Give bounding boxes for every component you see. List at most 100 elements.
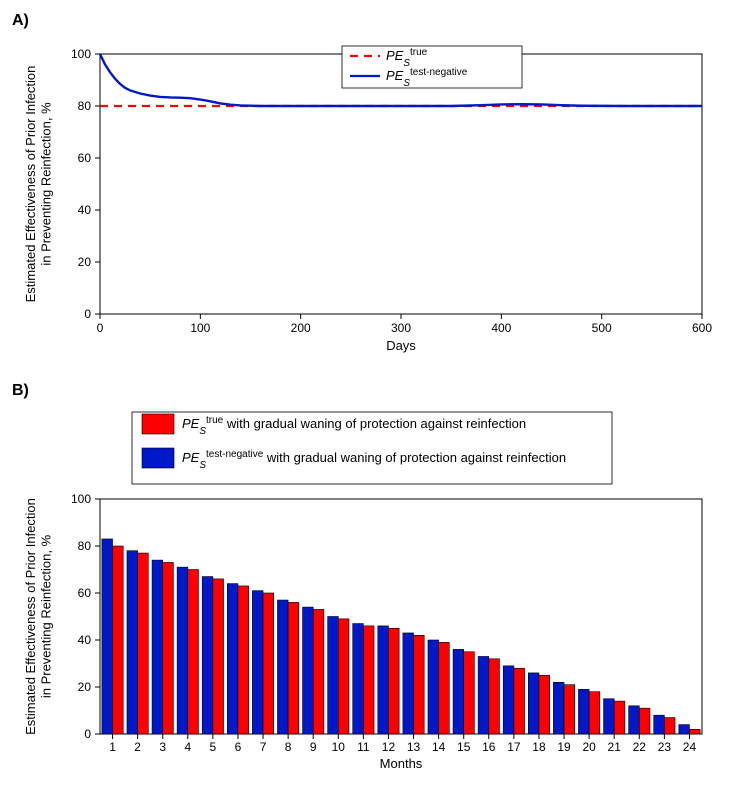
bar-red <box>388 628 399 734</box>
svg-text:40: 40 <box>78 203 92 217</box>
bar-blue <box>553 682 564 734</box>
svg-text:21: 21 <box>608 740 622 754</box>
bar-blue <box>177 567 188 734</box>
bar-red <box>639 708 650 734</box>
bar-red <box>163 562 174 734</box>
svg-text:Estimated Effectiveness of Pri: Estimated Effectiveness of Prior Infecti… <box>23 498 54 735</box>
bar-blue <box>453 649 464 734</box>
bar-blue <box>328 617 339 735</box>
svg-text:22: 22 <box>633 740 647 754</box>
bar-blue <box>503 666 514 734</box>
bar-red <box>539 675 550 734</box>
svg-text:80: 80 <box>78 99 92 113</box>
bar-blue <box>152 560 163 734</box>
panel-a-label: A) <box>12 12 722 30</box>
svg-text:80: 80 <box>78 539 92 553</box>
svg-text:8: 8 <box>285 740 292 754</box>
bar-red <box>313 609 324 734</box>
svg-text:18: 18 <box>532 740 546 754</box>
svg-text:11: 11 <box>357 740 370 754</box>
svg-text:4: 4 <box>184 740 191 754</box>
svg-text:2: 2 <box>134 740 141 754</box>
svg-text:3: 3 <box>159 740 166 754</box>
panel-b-label: B) <box>12 382 722 400</box>
svg-text:0: 0 <box>97 321 104 335</box>
svg-text:19: 19 <box>557 740 571 754</box>
bar-blue <box>578 689 589 734</box>
svg-text:17: 17 <box>507 740 521 754</box>
panel-b: B) 0 20 40 60 80 100 Estimated Effectiveness o… <box>12 382 722 774</box>
svg-text:100: 100 <box>190 321 210 335</box>
bar-blue <box>127 551 138 734</box>
svg-text:300: 300 <box>391 321 411 335</box>
svg-text:1: 1 <box>109 740 116 754</box>
svg-text:0: 0 <box>84 727 91 741</box>
panel-b-chart: 0 20 40 60 80 100 Estimated Effectiveness of P… <box>12 404 712 774</box>
svg-text:16: 16 <box>482 740 496 754</box>
bar-red <box>288 602 299 734</box>
bar-red <box>589 692 600 734</box>
svg-text:100: 100 <box>71 47 91 61</box>
bar-red <box>138 553 149 734</box>
bar-red <box>614 701 625 734</box>
svg-text:20: 20 <box>582 740 596 754</box>
bar-blue <box>303 607 314 734</box>
svg-text:5: 5 <box>210 740 217 754</box>
bar-red <box>464 652 475 734</box>
svg-text:24: 24 <box>683 740 697 754</box>
bar-blue <box>252 591 263 734</box>
bar-red <box>363 626 374 734</box>
bar-red <box>564 685 575 734</box>
svg-text:13: 13 <box>407 740 421 754</box>
svg-text:12: 12 <box>382 740 396 754</box>
svg-text:20: 20 <box>78 680 92 694</box>
svg-text:10: 10 <box>332 740 346 754</box>
svg-text:40: 40 <box>78 633 92 647</box>
bar-blue <box>277 600 288 734</box>
bar-red <box>113 546 124 734</box>
bar-red <box>664 718 675 734</box>
svg-text:60: 60 <box>78 151 92 165</box>
svg-text:Estimated Effectiveness of Pri: Estimated Effectiveness of Prior Infecti… <box>23 66 54 303</box>
svg-text:100: 100 <box>71 492 91 506</box>
svg-text:60: 60 <box>78 586 92 600</box>
svg-text:400: 400 <box>491 321 511 335</box>
bar-blue <box>654 715 665 734</box>
svg-text:15: 15 <box>457 740 471 754</box>
bar-red <box>439 642 450 734</box>
bar-blue <box>102 539 113 734</box>
svg-text:500: 500 <box>592 321 612 335</box>
bar-blue <box>227 584 238 734</box>
svg-text:6: 6 <box>235 740 242 754</box>
bar-red <box>338 619 349 734</box>
bar-blue <box>378 626 389 734</box>
bar-blue <box>629 706 640 734</box>
svg-text:600: 600 <box>692 321 712 335</box>
bar-red <box>514 668 525 734</box>
panel-a-chart: 0 100 200 300 400 500 600 Days 0 20 40 60 80 100 Estim… <box>12 34 712 364</box>
bar-blue <box>428 640 439 734</box>
svg-text:7: 7 <box>260 740 267 754</box>
svg-text:23: 23 <box>658 740 672 754</box>
bar-blue <box>604 699 615 734</box>
bar-red <box>689 729 700 734</box>
bar-blue <box>528 673 539 734</box>
bar-red <box>238 586 249 734</box>
bar-red <box>414 635 425 734</box>
bar-red <box>188 570 199 735</box>
svg-text:0: 0 <box>84 307 91 321</box>
bar-blue <box>478 656 489 734</box>
svg-text:Days: Days <box>386 338 416 353</box>
bar-red <box>263 593 274 734</box>
svg-text:200: 200 <box>291 321 311 335</box>
svg-text:Months: Months <box>380 756 423 771</box>
svg-text:14: 14 <box>432 740 446 754</box>
bar-blue <box>679 725 690 734</box>
bar-red <box>489 659 500 734</box>
bar-blue <box>353 624 364 734</box>
panel-a: A) 0 100 200 300 400 500 600 Days 0 20 40 60 80 100 Es… <box>12 12 722 364</box>
bar-blue <box>403 633 414 734</box>
bar-blue <box>202 577 213 734</box>
svg-text:20: 20 <box>78 255 92 269</box>
svg-text:9: 9 <box>310 740 317 754</box>
